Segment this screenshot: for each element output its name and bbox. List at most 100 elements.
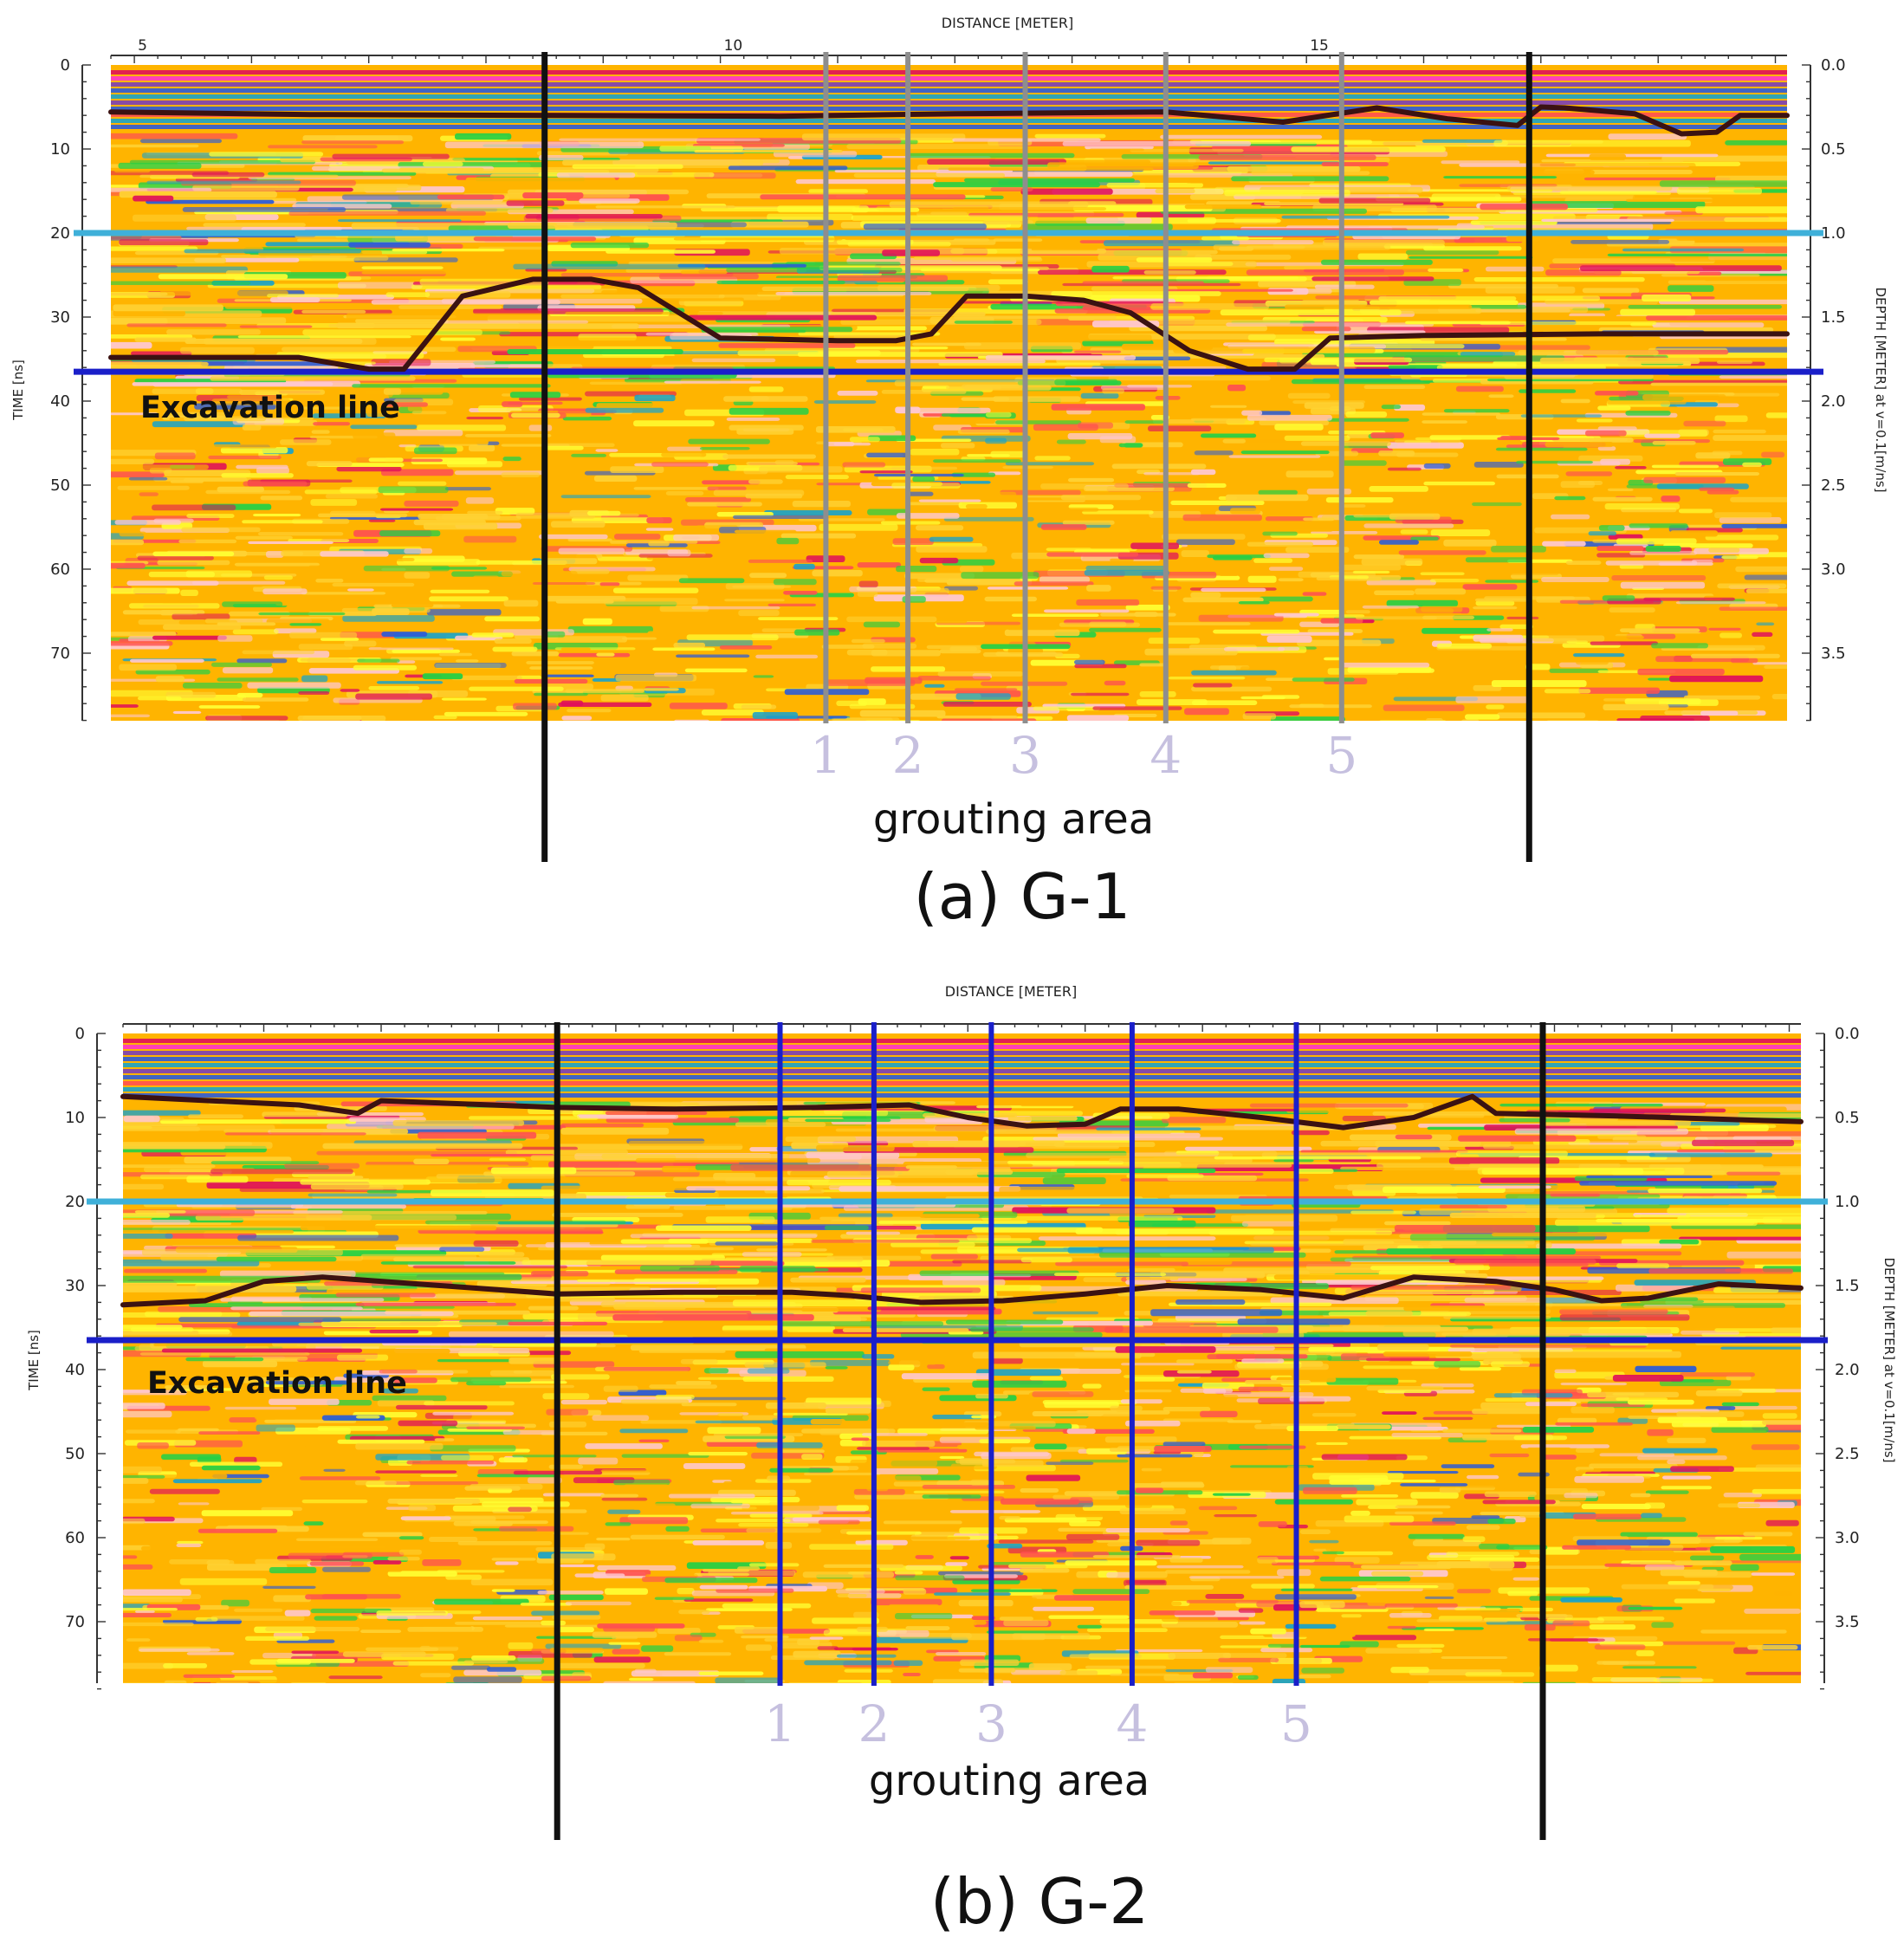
reflection-streak: [1408, 1533, 1465, 1539]
reflection-streak: [436, 323, 639, 329]
reflection-streak: [131, 351, 192, 356]
reflection-streak: [407, 1627, 483, 1632]
reflection-streak: [192, 185, 300, 191]
reflection-streak: [1238, 1608, 1264, 1613]
reflection-streak: [1587, 1550, 1674, 1556]
reflection-streak: [1495, 447, 1588, 451]
reflection-streak: [1130, 542, 1179, 549]
panel-caption: (a) G-1: [914, 860, 1131, 933]
reflection-streak: [135, 1684, 180, 1688]
reflection-streak: [999, 1616, 1033, 1621]
reflection-streak: [1560, 1383, 1628, 1386]
reflection-streak: [465, 497, 495, 504]
reflection-streak: [1630, 1493, 1651, 1498]
reflection-streak: [993, 238, 1043, 242]
reflection-streak: [667, 549, 691, 557]
reflection-streak: [118, 162, 202, 169]
reflection-streak: [856, 360, 1046, 364]
reflection-streak: [561, 716, 593, 721]
reflection-streak: [456, 659, 479, 663]
reflection-streak: [1020, 249, 1218, 255]
reflection-streak: [1222, 438, 1246, 444]
reflection-streak: [241, 1687, 314, 1692]
reflection-streak: [919, 557, 959, 564]
reflection-streak: [1291, 1130, 1330, 1136]
reflection-streak: [1255, 1538, 1277, 1545]
reflection-streak: [1074, 350, 1122, 353]
reflection-streak: [216, 1681, 249, 1683]
reflection-streak: [570, 243, 650, 249]
reflection-streak: [222, 601, 283, 607]
reflection-streak: [325, 494, 379, 499]
reflection-streak: [638, 1439, 670, 1442]
reflection-streak: [1493, 1393, 1573, 1398]
reflection-streak: [1603, 703, 1669, 710]
reflection-streak: [317, 1426, 389, 1431]
reflection-streak: [123, 1466, 162, 1474]
reflection-streak: [1620, 581, 1706, 589]
reflection-streak: [1092, 706, 1182, 710]
reflection-streak: [767, 603, 816, 606]
reflection-streak: [378, 486, 449, 494]
reflection-streak: [742, 1415, 781, 1421]
reflection-streak: [809, 1359, 890, 1366]
reflection-streak: [1080, 392, 1119, 399]
reflection-streak: [1198, 614, 1284, 622]
reflection-streak: [541, 636, 627, 643]
reflection-streak: [149, 1488, 220, 1494]
reflection-streak: [1104, 240, 1240, 247]
reflection-streak: [431, 1189, 554, 1197]
reflection-streak: [1713, 435, 1787, 441]
reflection-streak: [1596, 1219, 1783, 1223]
reflection-streak: [1504, 373, 1654, 379]
reflection-streak: [404, 548, 433, 554]
reflection-streak: [1299, 1529, 1331, 1534]
reflection-streak: [1184, 708, 1229, 716]
reflection-streak: [790, 1277, 866, 1283]
reflection-streak: [1249, 1103, 1409, 1108]
reflection-streak: [597, 1565, 677, 1571]
reflection-streak: [509, 392, 561, 398]
reflection-streak: [644, 688, 679, 691]
reflection-streak: [1040, 483, 1129, 489]
x-axis-ticks: [122, 1023, 1801, 1032]
reflection-streak: [1241, 1358, 1285, 1364]
reflection-streak: [164, 1680, 187, 1683]
reflection-streak: [1013, 1684, 1104, 1688]
reflection-streak: [400, 1516, 451, 1520]
reflection-streak: [541, 1185, 696, 1191]
reflection-streak: [1054, 379, 1118, 385]
reflection-streak: [123, 1478, 149, 1484]
reflection-streak: [111, 458, 155, 464]
reflection-streak: [699, 1584, 748, 1590]
reflection-streak: [1422, 412, 1500, 416]
reflection-streak: [495, 1561, 519, 1565]
reflection-streak: [184, 444, 277, 449]
reflection-streak: [130, 1327, 194, 1332]
reflection-streak: [463, 1669, 542, 1676]
reflection-streak: [552, 1213, 683, 1217]
reflection-streak: [1334, 1250, 1389, 1254]
reflection-streak: [726, 267, 903, 273]
reflection-streak: [725, 583, 785, 590]
reflection-streak: [160, 1119, 357, 1124]
reflection-streak: [1365, 1311, 1413, 1317]
reflection-streak: [1357, 253, 1409, 260]
reflection-streak: [387, 1499, 481, 1504]
reflection-streak: [340, 689, 360, 692]
reflection-streak: [1188, 1576, 1285, 1579]
reflection-streak: [1039, 507, 1099, 512]
reflection-streak: [738, 1523, 809, 1527]
reflection-streak: [1226, 322, 1434, 327]
reflection-streak: [1205, 1667, 1253, 1673]
excavation-line-label: Excavation line: [147, 1366, 407, 1401]
reflection-streak: [342, 615, 435, 622]
reflection-streak: [1707, 1349, 1801, 1357]
reflection-streak: [276, 1658, 355, 1663]
reflection-streak: [1624, 698, 1701, 705]
reflection-streak: [1485, 580, 1538, 583]
reflection-streak: [1383, 704, 1465, 711]
depth-tick-label: 0.0: [1821, 56, 1846, 75]
reflection-streak: [1319, 1576, 1411, 1582]
